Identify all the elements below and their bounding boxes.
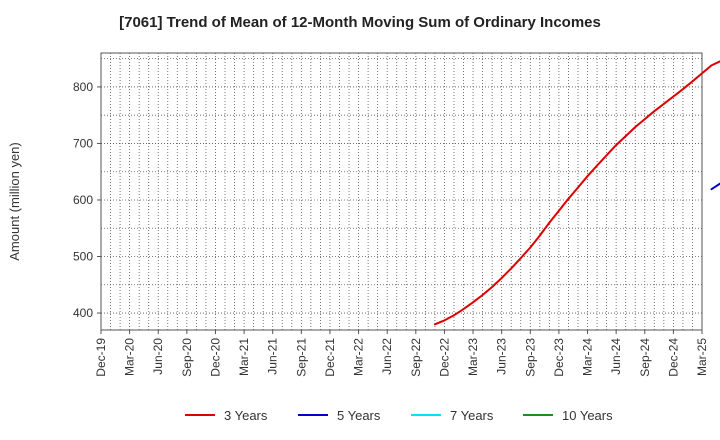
y-axis-title: Amount (million yen) xyxy=(7,142,22,261)
x-tick-label: Mar-22 xyxy=(352,338,366,376)
y-tick-label: 600 xyxy=(73,193,93,207)
legend: 3 Years 5 Years 7 Years 10 Years xyxy=(185,408,613,423)
x-tick-label: Jun-20 xyxy=(151,338,165,375)
chart-title: [7061] Trend of Mean of 12-Month Moving … xyxy=(119,14,601,31)
series-line-5-years xyxy=(710,182,720,191)
x-tick-label: Sep-20 xyxy=(180,338,194,377)
x-tick-label: Sep-22 xyxy=(409,338,423,377)
x-tick-label: Dec-24 xyxy=(666,338,680,377)
x-tick-label: Dec-19 xyxy=(94,338,108,377)
x-tick-label: Mar-24 xyxy=(581,338,595,376)
x-tick-label: Sep-21 xyxy=(294,338,308,377)
x-tick-label: Mar-23 xyxy=(466,338,480,376)
x-tick-label: Sep-24 xyxy=(638,338,652,377)
y-tick-label: 800 xyxy=(73,80,93,94)
plot-area xyxy=(101,53,702,330)
x-tick-label: Dec-23 xyxy=(552,338,566,377)
x-tick-label: Dec-21 xyxy=(323,338,337,377)
y-tick-label: 700 xyxy=(73,136,93,150)
y-tick-label: 500 xyxy=(73,250,93,264)
x-tick-label: Sep-23 xyxy=(523,338,537,377)
legend-label: 5 Years xyxy=(337,408,381,423)
x-tick-label: Mar-20 xyxy=(123,338,137,376)
y-tick-label: 400 xyxy=(73,306,93,320)
series-line-3-years xyxy=(433,60,720,326)
x-tick-label: Jun-24 xyxy=(609,338,623,375)
x-tick-label: Mar-21 xyxy=(237,338,251,376)
plot-frame xyxy=(100,52,703,331)
x-tick-label: Jun-21 xyxy=(266,338,280,375)
legend-label: 10 Years xyxy=(562,408,613,423)
legend-label: 3 Years xyxy=(224,408,268,423)
x-tick-label: Jun-22 xyxy=(380,338,394,375)
x-tick-label: Jun-23 xyxy=(495,338,509,375)
x-tick-label: Dec-22 xyxy=(437,338,451,377)
x-tick-label: Mar-25 xyxy=(695,338,709,376)
x-tick-label: Dec-20 xyxy=(208,338,222,377)
legend-label: 7 Years xyxy=(450,408,494,423)
